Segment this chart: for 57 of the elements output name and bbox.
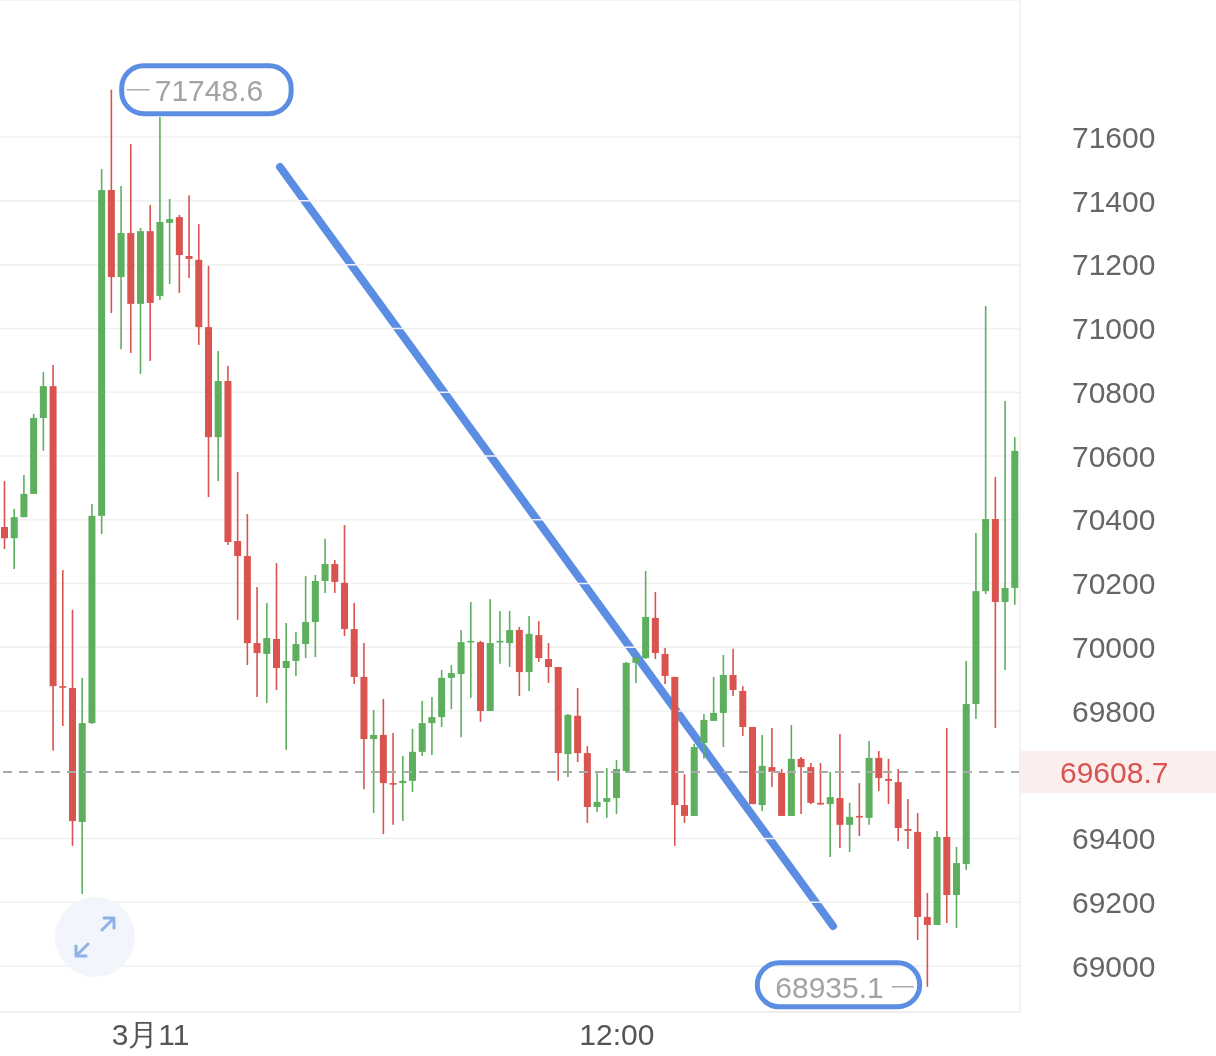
candlestick (855, 782, 863, 837)
candlestick (593, 771, 601, 813)
candlestick (700, 713, 708, 760)
candlestick (253, 586, 261, 698)
candlestick (923, 892, 931, 988)
y-tick-label: 71400 (1072, 184, 1156, 218)
candlestick (632, 656, 640, 684)
candlestick (661, 647, 669, 685)
y-tick-label: 71200 (1072, 248, 1156, 282)
candlestick (846, 802, 854, 853)
candlestick (710, 676, 718, 722)
candlestick (603, 767, 611, 819)
candlestick (729, 648, 737, 697)
candlestick (263, 602, 271, 704)
y-tick-label: 69400 (1072, 822, 1156, 856)
y-tick-label: 71000 (1072, 312, 1156, 346)
candlestick (535, 620, 543, 663)
candlestick (797, 756, 805, 815)
candlestick (185, 194, 193, 279)
candlestick (321, 538, 329, 594)
y-tick-label: 69800 (1072, 694, 1156, 728)
y-tick-label: 71600 (1072, 120, 1156, 154)
candlestick (447, 664, 455, 710)
y-tick-label: 70400 (1072, 503, 1156, 537)
y-tick-label: 70600 (1072, 439, 1156, 473)
candlestick (302, 575, 310, 659)
candlestick (545, 642, 552, 684)
annotation: 71748.6 (154, 73, 264, 107)
y-tick-label: 70800 (1072, 375, 1156, 409)
candlestick (768, 727, 776, 788)
candlestick (885, 758, 892, 805)
candlestick (1001, 400, 1009, 671)
candlestick (826, 771, 834, 858)
candlestick (904, 798, 912, 850)
candlestick (428, 696, 436, 756)
candlestick (282, 622, 290, 751)
annotation: 68935.1 (775, 970, 884, 1004)
candlestick (20, 474, 28, 518)
candlestick (370, 709, 378, 814)
candlestick (875, 750, 883, 792)
y-tick-label: 69200 (1072, 885, 1156, 919)
y-tick-label: 69000 (1072, 949, 1156, 983)
y-tick-label: 70200 (1072, 567, 1156, 601)
candlestick (10, 508, 18, 570)
candlestick (166, 198, 174, 285)
candlestick (389, 732, 397, 826)
x-tick-label: 3月11 (111, 1018, 190, 1052)
candlestick (506, 610, 514, 668)
candlestick (331, 559, 339, 594)
candlestick (59, 569, 67, 727)
candlestick (1, 480, 8, 550)
candlestick (681, 773, 688, 824)
candlestick (234, 471, 242, 621)
ref-line-label: 69608.7 (1060, 755, 1169, 789)
candlestick (292, 631, 300, 677)
y-tick-label: 70000 (1072, 630, 1156, 664)
x-tick-label: 12:00 (579, 1018, 655, 1052)
